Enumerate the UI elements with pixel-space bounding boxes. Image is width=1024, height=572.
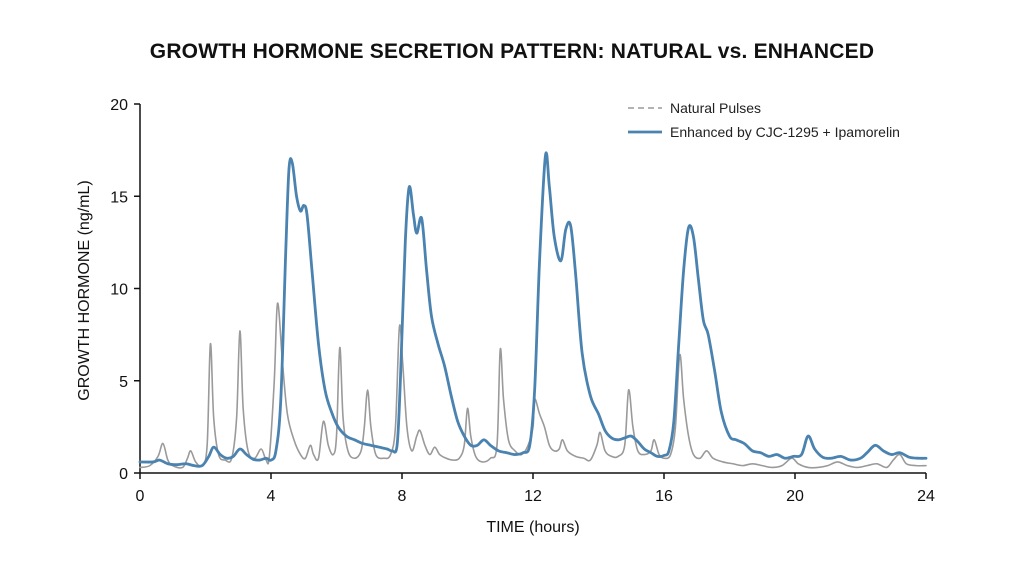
y-tick-label: 0 [119,466,128,483]
x-tick-label: 8 [398,488,407,505]
x-tick-label: 0 [136,488,145,505]
y-axis-label: GROWTH HORMONE (ng/mL) [76,180,93,400]
x-axis-label: TIME (hours) [486,519,579,536]
legend-label-enhanced: Enhanced by CJC-1295 + Ipamorelin [670,124,900,140]
x-tick-label: 4 [267,488,276,505]
series-line-enhanced [138,151,928,468]
y-tick-label: 15 [110,189,128,206]
series-line-natural [139,302,927,469]
x-tick-label: 16 [655,488,673,505]
x-tick-label: 24 [917,488,935,505]
axes-layer: 0 5 10 15 20 0 4 8 12 16 20 24 TIME (hours) GROWTH HO… [76,97,935,536]
chart-title: GROWTH HORMONE SECRETION PATTERN: NATURA… [149,40,875,63]
y-tick-label: 20 [110,97,128,114]
x-tick-label: 12 [524,488,542,505]
legend-label-natural: Natural Pulses [670,100,761,116]
legend-layer: Natural Pulses Enhanced by CJC-1295 + Ipa… [628,100,900,140]
y-tick-label: 10 [110,282,128,299]
series-layer [138,151,928,469]
x-tick-label: 20 [786,488,804,505]
y-tick-label: 5 [119,374,128,391]
